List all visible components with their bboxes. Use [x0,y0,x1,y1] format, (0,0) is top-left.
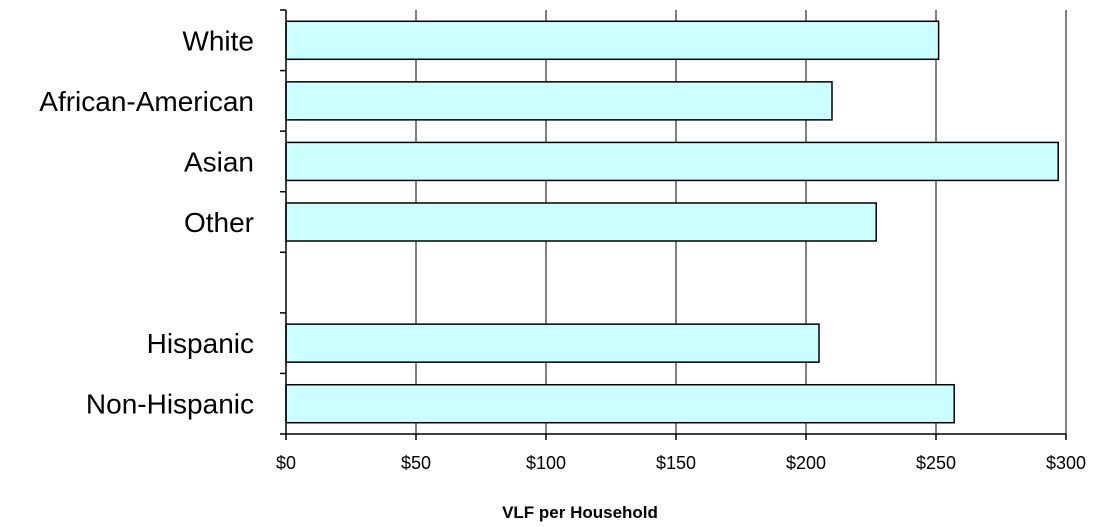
bar-1 [285,81,833,121]
category-label-5: Hispanic [147,328,254,359]
category-labels: White African-American Asian Other Hispanic N… [39,25,254,419]
category-label-2: Asian [184,146,254,177]
category-label-0: White [182,25,254,56]
bar-3 [285,202,877,242]
category-label-6: Non-Hispanic [86,389,254,420]
x-tick-label-3: $150 [656,453,696,473]
axes [280,9,1067,440]
x-tick-label-0: $0 [276,453,296,473]
bar-5 [285,323,820,363]
category-label-1: African-American [39,86,254,117]
x-axis-title: VLF per Household [502,503,658,522]
x-tick-label-6: $300 [1046,453,1086,473]
bar-0 [285,20,940,61]
bars [285,20,1059,424]
x-tick-label-1: $50 [401,453,431,473]
x-tick-label-4: $200 [786,453,826,473]
x-tick-labels: $0 $50 $100 $150 $200 $250 $300 [276,453,1086,473]
category-label-3: Other [184,207,254,238]
x-tick-label-5: $250 [916,453,956,473]
bar-2 [285,141,1059,182]
x-tick-label-2: $100 [526,453,566,473]
bar-6 [285,383,955,424]
